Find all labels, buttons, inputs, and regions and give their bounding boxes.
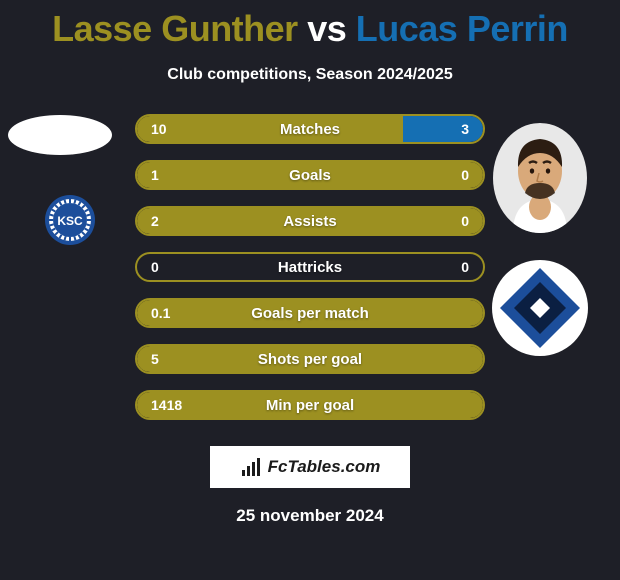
page-title: Lasse Gunther vs Lucas Perrin xyxy=(0,0,620,50)
player2-avatar xyxy=(493,123,587,233)
stat-label: Min per goal xyxy=(266,397,354,414)
stat-value-left: 1418 xyxy=(151,397,182,413)
fctables-icon xyxy=(240,456,262,478)
stat-row: 0 Hattricks 0 xyxy=(135,252,485,282)
stat-value-left: 2 xyxy=(151,213,159,229)
stat-value-right: 0 xyxy=(461,213,469,229)
stat-fill-left xyxy=(137,116,403,142)
fctables-text: FcTables.com xyxy=(268,457,381,477)
stat-row: 1418 Min per goal xyxy=(135,390,485,420)
stat-row: 1 Goals 0 xyxy=(135,160,485,190)
stat-value-left: 0.1 xyxy=(151,305,170,321)
stat-label: Assists xyxy=(283,213,336,230)
stat-row: 5 Shots per goal xyxy=(135,344,485,374)
svg-text:KSC: KSC xyxy=(57,214,83,228)
stat-label: Hattricks xyxy=(278,259,342,276)
stat-value-right: 3 xyxy=(461,121,469,137)
stat-row: 2 Assists 0 xyxy=(135,206,485,236)
stat-label: Shots per goal xyxy=(258,351,362,368)
stat-value-right: 0 xyxy=(461,167,469,183)
fctables-badge: FcTables.com xyxy=(210,446,410,488)
stat-value-left: 1 xyxy=(151,167,159,183)
stat-fill-right xyxy=(403,116,483,142)
stat-label: Goals xyxy=(289,167,331,184)
stat-value-right: 0 xyxy=(461,259,469,275)
stat-label: Matches xyxy=(280,121,340,138)
ksc-logo: KSC xyxy=(45,195,95,245)
vs-text: vs xyxy=(307,8,346,49)
player1-name: Lasse Gunther xyxy=(52,8,298,49)
stat-label: Goals per match xyxy=(251,305,369,322)
player2-name: Lucas Perrin xyxy=(356,8,568,49)
stat-row: 0.1 Goals per match xyxy=(135,298,485,328)
stat-row: 10 Matches 3 xyxy=(135,114,485,144)
stat-value-left: 0 xyxy=(151,259,159,275)
hsv-logo xyxy=(490,258,590,358)
player1-avatar xyxy=(8,115,112,155)
stat-value-left: 10 xyxy=(151,121,167,137)
date-text: 25 november 2024 xyxy=(0,506,620,526)
stat-value-left: 5 xyxy=(151,351,159,367)
subtitle: Club competitions, Season 2024/2025 xyxy=(0,66,620,84)
